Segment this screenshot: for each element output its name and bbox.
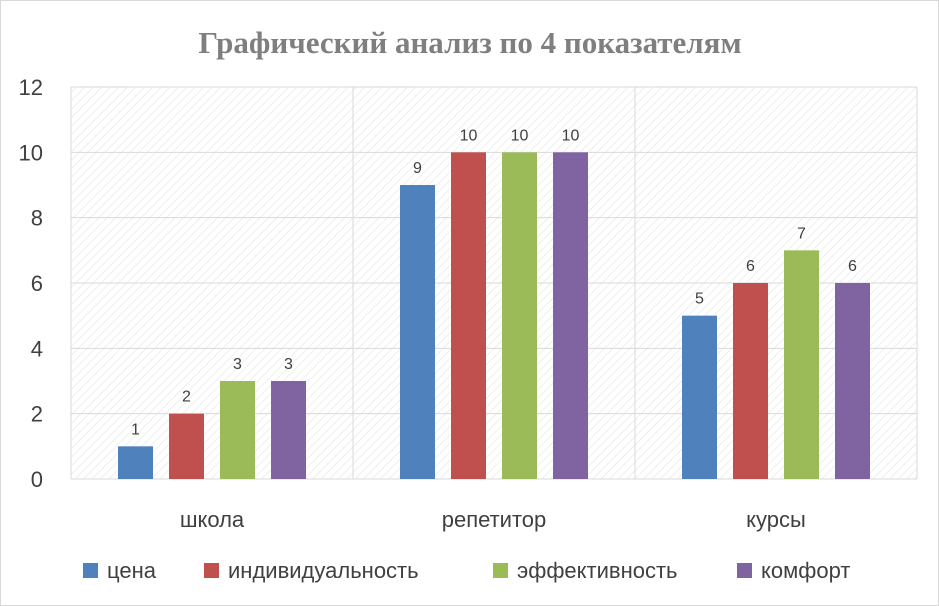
bar-0-0 — [118, 446, 153, 479]
x-tick-label: репетитор — [442, 507, 547, 532]
y-tick-label: 2 — [31, 402, 43, 427]
data-label: 6 — [746, 258, 755, 275]
legend-swatch — [83, 563, 98, 578]
data-label: 9 — [413, 160, 422, 177]
chart-title: Графический анализ по 4 показателям — [198, 25, 741, 60]
y-tick-label: 10 — [19, 140, 43, 165]
bar-1-1 — [451, 152, 486, 480]
data-label: 6 — [848, 258, 857, 275]
bar-3-2 — [835, 283, 870, 479]
legend-label: цена — [107, 558, 157, 583]
bar-2-0 — [220, 381, 255, 479]
data-label: 1 — [131, 421, 140, 438]
data-label: 3 — [233, 356, 242, 373]
bar-3-1 — [553, 152, 588, 480]
y-tick-label: 8 — [31, 206, 43, 231]
legend-swatch — [737, 563, 752, 578]
y-tick-label: 6 — [31, 271, 43, 296]
y-tick-label: 12 — [19, 75, 43, 100]
legend-label: комфорт — [761, 558, 850, 583]
bar-0-2 — [682, 315, 717, 479]
data-label: 5 — [695, 291, 704, 308]
data-label: 10 — [511, 127, 529, 144]
bar-2-2 — [784, 250, 819, 479]
legend-label: индивидуальность — [228, 558, 419, 583]
x-tick-label: курсы — [746, 507, 806, 532]
legend-swatch — [204, 563, 219, 578]
legend-swatch — [493, 563, 508, 578]
x-tick-label: школа — [180, 507, 245, 532]
legend: цена индивидуальность эффективность комфорт — [83, 558, 850, 583]
y-tick-label: 0 — [31, 467, 43, 492]
legend-label: эффективность — [517, 558, 678, 583]
bar-0-1 — [400, 185, 435, 479]
data-label: 10 — [562, 127, 580, 144]
data-label: 2 — [182, 389, 191, 406]
y-tick-label: 4 — [31, 336, 43, 361]
bar-2-1 — [502, 152, 537, 480]
data-label: 10 — [460, 127, 478, 144]
data-label: 3 — [284, 356, 293, 373]
bar-1-0 — [169, 413, 204, 479]
data-label: 7 — [797, 225, 806, 242]
bar-3-0 — [271, 381, 306, 479]
bar-1-2 — [733, 283, 768, 479]
